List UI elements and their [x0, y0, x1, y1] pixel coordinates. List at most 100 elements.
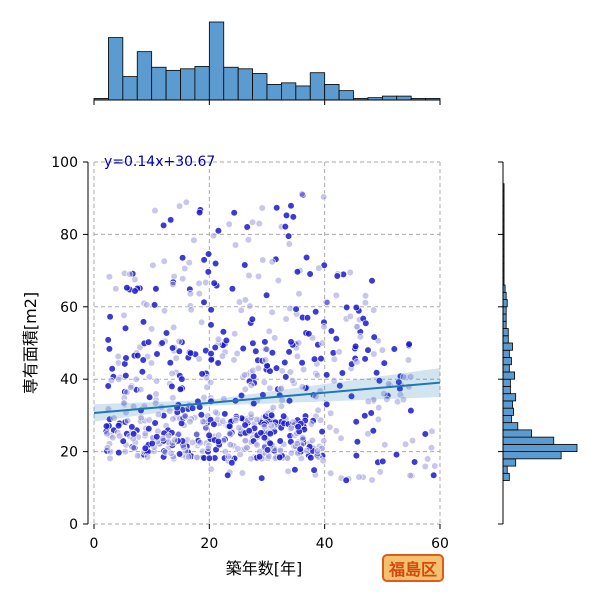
- scatter-point: [204, 268, 212, 276]
- y-histogram-bar: [502, 299, 508, 308]
- scatter-point: [268, 349, 277, 357]
- scatter-point: [296, 445, 304, 453]
- scatter-point: [313, 371, 321, 379]
- scatter-point: [332, 335, 340, 343]
- scatter-point: [130, 430, 138, 438]
- scatter-point: [299, 434, 307, 442]
- scatter-point: [160, 257, 168, 265]
- scatter-point: [274, 276, 283, 285]
- scatter-point: [214, 227, 222, 235]
- scatter-point: [295, 339, 303, 347]
- scatter-point: [207, 321, 215, 329]
- x-histogram-bar: [381, 95, 398, 101]
- scatter-point: [312, 308, 320, 316]
- scatter-point: [254, 364, 262, 372]
- scatter-point: [182, 198, 190, 206]
- scatter-point: [167, 216, 175, 224]
- scatter-point: [166, 407, 174, 415]
- scatter-point: [407, 407, 415, 415]
- marginal-y-axis: [498, 161, 504, 525]
- scatter-point: [158, 339, 166, 347]
- scatter-point: [105, 345, 113, 353]
- scatter-point: [203, 383, 211, 391]
- scatter-point: [102, 422, 111, 430]
- scatter-point: [320, 193, 328, 201]
- scatter-point: [258, 204, 266, 212]
- scatter-point: [253, 441, 261, 449]
- scatter-point: [144, 453, 152, 461]
- scatter-point: [298, 383, 306, 391]
- scatter-point: [169, 394, 177, 402]
- scatter-point: [143, 301, 151, 309]
- scatter-point: [133, 452, 142, 460]
- scatter-point: [381, 441, 389, 449]
- scatter-point: [245, 271, 253, 280]
- x-tick-label: 0: [90, 536, 99, 552]
- scatter-point: [221, 410, 229, 418]
- scatter-point: [226, 429, 234, 438]
- scatter-point: [196, 208, 204, 217]
- scatter-point: [313, 447, 322, 455]
- x-tick-label: 20: [200, 536, 218, 552]
- scatter-point: [428, 427, 436, 435]
- scatter-point: [132, 375, 140, 383]
- scatter-point: [263, 345, 271, 353]
- x-histogram-bar: [165, 69, 181, 101]
- x-histogram-bar: [281, 82, 297, 101]
- scatter-point: [214, 359, 222, 367]
- scatter-point: [343, 303, 351, 312]
- scatter-point: [293, 352, 302, 360]
- scatter-point: [176, 450, 184, 458]
- scatter-point: [138, 368, 146, 376]
- scatter-point: [236, 450, 244, 459]
- scatter-point: [151, 301, 159, 309]
- scatter-point: [307, 420, 315, 428]
- marginal-y-histogram: [502, 183, 578, 481]
- scatter-point: [123, 388, 131, 396]
- y-histogram-bar: [502, 364, 510, 373]
- scatter-point: [273, 204, 281, 212]
- scatter-point: [332, 427, 340, 435]
- scatter-point: [352, 342, 360, 351]
- x-histogram-bar: [180, 68, 196, 101]
- x-histogram-bar: [223, 66, 239, 101]
- scatter-point: [106, 313, 114, 321]
- scatter-point: [121, 324, 130, 332]
- regression-group: [94, 368, 440, 422]
- scatter-point: [380, 359, 388, 367]
- scatter-point: [303, 447, 311, 455]
- scatter-point: [355, 473, 363, 481]
- scatter-point: [287, 424, 295, 432]
- y-histogram-bar: [502, 451, 562, 460]
- scatter-point: [248, 315, 256, 323]
- scatter-point: [285, 397, 294, 405]
- scatter-point: [199, 417, 207, 426]
- x-histogram-bar: [151, 66, 167, 101]
- scatter-point: [104, 382, 112, 390]
- scatter-point: [207, 356, 215, 364]
- scatter-point: [186, 290, 194, 298]
- scatter-point: [241, 421, 249, 429]
- scatter-point: [330, 355, 339, 363]
- scatter-point: [240, 371, 249, 379]
- scatter-point: [308, 436, 317, 445]
- scatter-point: [209, 232, 218, 240]
- scatter-point: [404, 356, 413, 364]
- scatter-point: [176, 385, 184, 393]
- scatter-point: [268, 258, 276, 266]
- scatter-point: [319, 457, 327, 465]
- scatter-point: [207, 350, 215, 358]
- scatter-point: [131, 287, 139, 295]
- scatter-point: [364, 346, 372, 354]
- scatter-point: [115, 449, 123, 457]
- scatter-point: [277, 402, 286, 410]
- scatter-point: [126, 270, 134, 278]
- scatter-point: [421, 430, 429, 438]
- scatter-point: [280, 412, 288, 420]
- scatter-point: [286, 368, 295, 376]
- scatter-point: [361, 412, 369, 420]
- scatter-point: [214, 335, 222, 343]
- scatter-point: [335, 348, 343, 356]
- scatter-point: [239, 344, 247, 353]
- scatter-point: [121, 360, 129, 368]
